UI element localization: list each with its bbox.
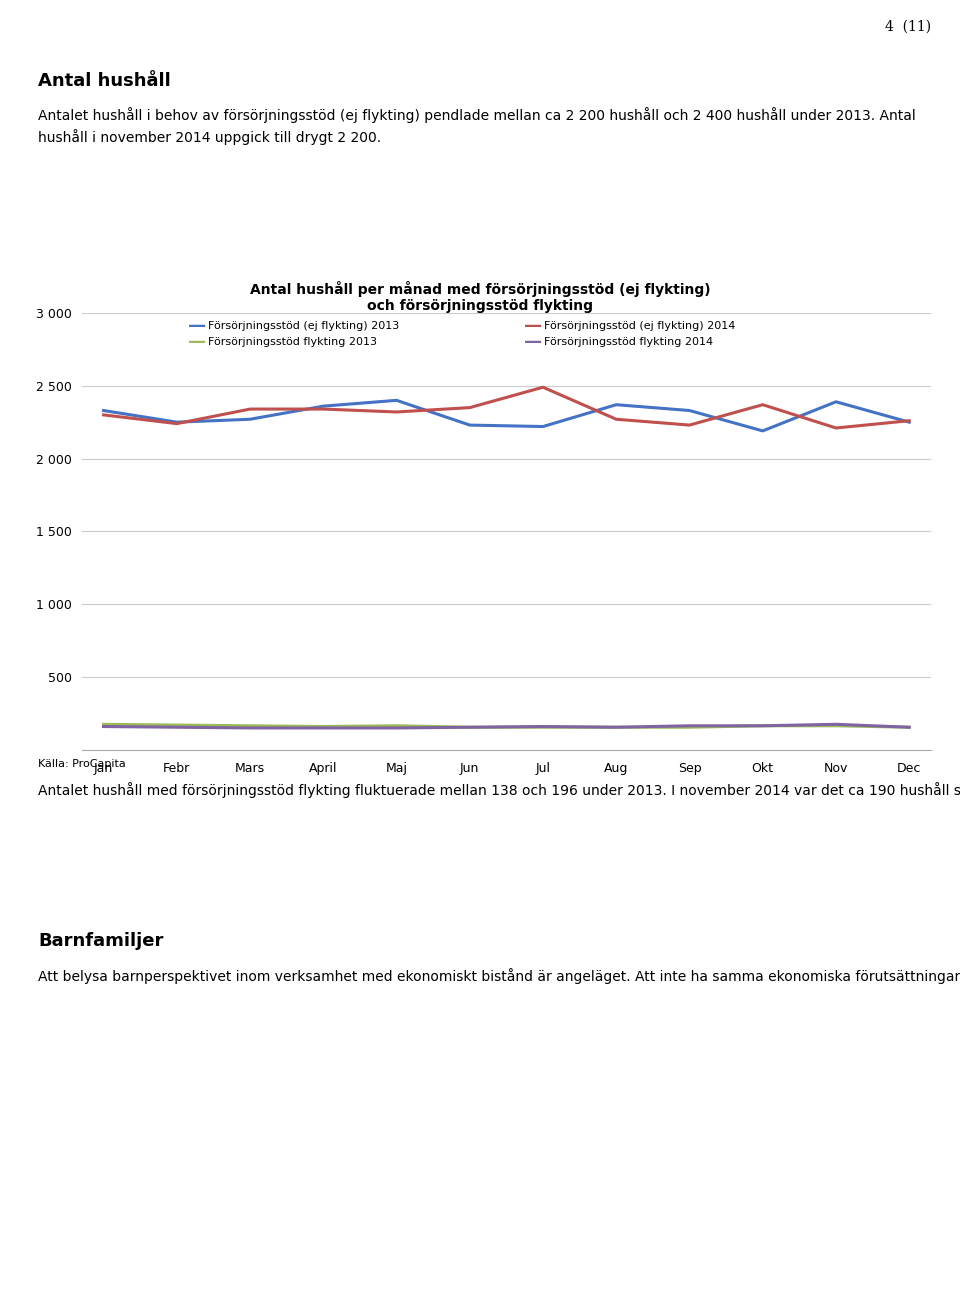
Text: —: — — [188, 333, 206, 351]
Text: Antalet hushåll i behov av försörjningsstöd (ej flykting) pendlade mellan ca 2 2: Antalet hushåll i behov av försörjningss… — [38, 107, 916, 145]
Text: och försörjningsstöd flykting: och försörjningsstöd flykting — [367, 299, 593, 313]
Text: Att belysa barnperspektivet inom verksamhet med ekonomiskt bistånd är angeläget.: Att belysa barnperspektivet inom verksam… — [38, 968, 960, 983]
Text: Antal hushåll per månad med försörjningsstöd (ej flykting): Antal hushåll per månad med försörjnings… — [250, 282, 710, 297]
Text: Barnfamiljer: Barnfamiljer — [38, 932, 164, 951]
Text: Källa: ProCapita: Källa: ProCapita — [38, 759, 126, 769]
Text: Antalet hushåll med försörjningsstöd flykting fluktuerade mellan 138 och 196 und: Antalet hushåll med försörjningsstöd fly… — [38, 782, 960, 798]
Text: —: — — [524, 333, 542, 351]
Text: Försörjningsstöd flykting 2014: Försörjningsstöd flykting 2014 — [544, 336, 713, 347]
Text: Försörjningsstöd flykting 2013: Försörjningsstöd flykting 2013 — [208, 336, 377, 347]
Text: Antal hushåll: Antal hushåll — [38, 72, 171, 90]
Text: Försörjningsstöd (ej flykting) 2013: Försörjningsstöd (ej flykting) 2013 — [208, 321, 399, 331]
Text: —: — — [188, 317, 206, 335]
Text: Försörjningsstöd (ej flykting) 2014: Försörjningsstöd (ej flykting) 2014 — [544, 321, 735, 331]
Text: —: — — [524, 317, 542, 335]
Text: 4  (11): 4 (11) — [885, 20, 931, 34]
